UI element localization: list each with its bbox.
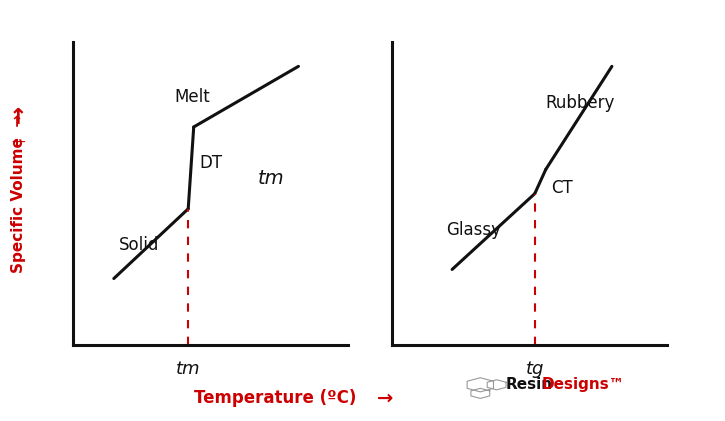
Text: Solid: Solid	[120, 236, 160, 254]
Text: Melt: Melt	[175, 88, 210, 106]
Text: DT: DT	[199, 155, 223, 172]
Text: Resin: Resin	[505, 377, 552, 392]
Text: Specific Volume  →: Specific Volume →	[11, 114, 25, 273]
Text: Designs™: Designs™	[541, 377, 624, 392]
Text: tm: tm	[257, 169, 284, 188]
Text: tg: tg	[526, 360, 544, 378]
Text: tm: tm	[176, 360, 200, 378]
Text: ↑: ↑	[9, 108, 28, 128]
Text: Temperature (ºC): Temperature (ºC)	[194, 389, 357, 407]
Text: CT: CT	[551, 179, 573, 197]
Text: →: →	[377, 388, 394, 408]
Text: Rubbery: Rubbery	[546, 94, 615, 112]
Text: —: —	[12, 136, 25, 150]
Text: Glassy: Glassy	[447, 221, 502, 239]
